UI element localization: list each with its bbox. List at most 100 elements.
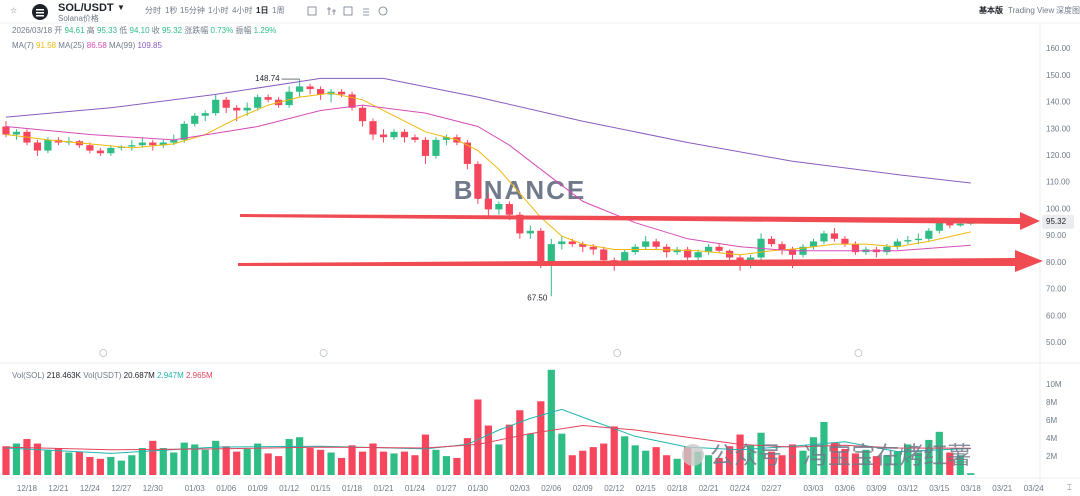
volume-bar	[589, 447, 597, 475]
ma-name: MA(99)	[109, 41, 136, 50]
ma-value: 91.58	[36, 41, 57, 50]
candle-body	[421, 139, 430, 156]
candle-body	[684, 249, 692, 258]
view-tab-active[interactable]: 基本版	[978, 5, 1003, 15]
candle-body	[442, 137, 451, 140]
x-tick-label: 01/03	[185, 484, 206, 493]
volume-legend: Vol(SOL) 218.463K Vol(USDT) 20.687M 2.94…	[12, 371, 213, 380]
icon[interactable]	[343, 6, 353, 16]
volume-bar	[432, 449, 440, 475]
volume-bar	[379, 451, 388, 475]
dropdown-icon[interactable]: ▼	[117, 3, 125, 12]
event-icon	[854, 349, 863, 357]
icon[interactable]	[378, 6, 388, 16]
y-tick-label: 6M	[1046, 416, 1057, 425]
candle-body	[526, 230, 534, 234]
y-tick-label: 150.00	[1046, 71, 1071, 80]
candle-body	[778, 244, 786, 250]
volume-bar	[327, 452, 335, 475]
y-tick-label: 8M	[1046, 398, 1057, 407]
axis-settings[interactable]: ⌶	[1067, 483, 1072, 492]
interval-active[interactable]: 1日	[256, 6, 268, 15]
value: 94.61	[65, 26, 86, 35]
y-tick-label: 4M	[1046, 434, 1057, 443]
volume-bar	[463, 438, 472, 475]
value: 1.29%	[254, 26, 277, 35]
candle-body	[820, 233, 828, 242]
volume-bar	[264, 453, 272, 475]
x-tick-label: 02/24	[730, 484, 751, 493]
ma-name: MA(7)	[12, 41, 34, 50]
volume-bar	[736, 434, 744, 475]
candle-body	[306, 86, 314, 90]
interval[interactable]: 4小时	[232, 5, 252, 15]
x-tick-label: 02/03	[510, 484, 531, 493]
interval[interactable]: 1秒	[165, 5, 177, 15]
volume-bar	[547, 369, 555, 475]
favorite-icon[interactable]: ☆	[10, 6, 17, 15]
x-tick-label: 01/30	[468, 484, 489, 493]
volume-bar	[621, 436, 629, 475]
volume-bar	[117, 460, 125, 475]
volume-bar	[579, 450, 587, 475]
icon[interactable]	[307, 6, 317, 16]
y-tick-label: 120.00	[1046, 151, 1071, 160]
x-tick-label: 03/21	[992, 484, 1013, 493]
x-tick-label: 12/18	[17, 484, 38, 493]
y-tick-label: 110.00	[1046, 178, 1070, 187]
volume-bar	[967, 473, 975, 475]
x-tick-label: 03/06	[835, 484, 856, 493]
candle-body	[904, 240, 912, 242]
candle-body	[369, 121, 377, 135]
volume-bar	[86, 457, 94, 475]
volume-bar	[285, 439, 293, 475]
candle-body	[212, 99, 220, 114]
x-tick-label: 02/06	[541, 484, 562, 493]
toolbar-icons	[307, 6, 388, 16]
x-tick-label: 03/15	[929, 484, 950, 493]
volume-bar	[663, 455, 671, 475]
candle-body	[128, 145, 136, 147]
low-label: 67.50	[527, 293, 548, 302]
x-tick-label: 01/15	[311, 484, 332, 493]
view-tab[interactable]: Trading View	[1008, 6, 1054, 15]
candle-body	[159, 142, 167, 146]
icon[interactable]	[363, 8, 369, 16]
candle-body	[411, 137, 419, 140]
volume-bar	[107, 457, 115, 475]
volume-bar	[44, 449, 52, 475]
y-tick-label: 70.00	[1046, 285, 1067, 294]
subtitle[interactable]: Solana价格	[58, 13, 99, 23]
x-tick-label: 01/06	[216, 484, 237, 493]
interval[interactable]: 1周	[272, 6, 284, 15]
volume-bar	[830, 442, 839, 475]
candle-body	[705, 246, 713, 253]
label: 涨跌幅	[184, 25, 208, 35]
candle-body	[851, 244, 860, 253]
x-tick-label: 01/12	[279, 484, 300, 493]
candle-body	[914, 238, 922, 241]
candle-body	[568, 241, 576, 245]
candle-body	[33, 142, 42, 151]
x-tick-label: 01/09	[248, 484, 269, 493]
volume-bar	[935, 431, 943, 475]
x-tick-label: 12/21	[48, 484, 69, 493]
view-tab[interactable]: 深度图	[1056, 5, 1080, 15]
volume-bar	[400, 451, 409, 475]
interval[interactable]: 1小时	[208, 5, 228, 15]
candle-body	[673, 249, 681, 253]
candle-body	[296, 86, 304, 92]
candle-body	[946, 222, 954, 226]
volume-bar	[872, 456, 881, 475]
x-tick-label: 02/21	[699, 484, 720, 493]
icon[interactable]	[327, 7, 336, 15]
x-tick-label: 03/18	[961, 484, 982, 493]
volume-bar	[180, 442, 188, 475]
volume-bar	[600, 443, 608, 475]
interval[interactable]: 分时	[145, 5, 161, 15]
volume-bar	[96, 458, 104, 475]
interval[interactable]: 15分钟	[180, 5, 205, 15]
pair-title[interactable]: SOL/USDT	[58, 2, 114, 14]
volume-bar	[925, 439, 933, 475]
volume-bar	[442, 456, 451, 475]
